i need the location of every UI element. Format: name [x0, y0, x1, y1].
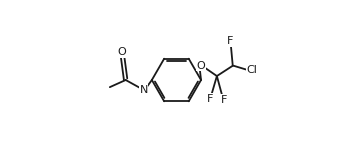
- Text: O: O: [117, 47, 126, 57]
- Text: Cl: Cl: [246, 65, 257, 76]
- Text: N: N: [139, 84, 148, 95]
- Text: F: F: [227, 36, 233, 46]
- Text: F: F: [221, 95, 228, 105]
- Text: F: F: [207, 94, 213, 104]
- Text: O: O: [197, 61, 205, 71]
